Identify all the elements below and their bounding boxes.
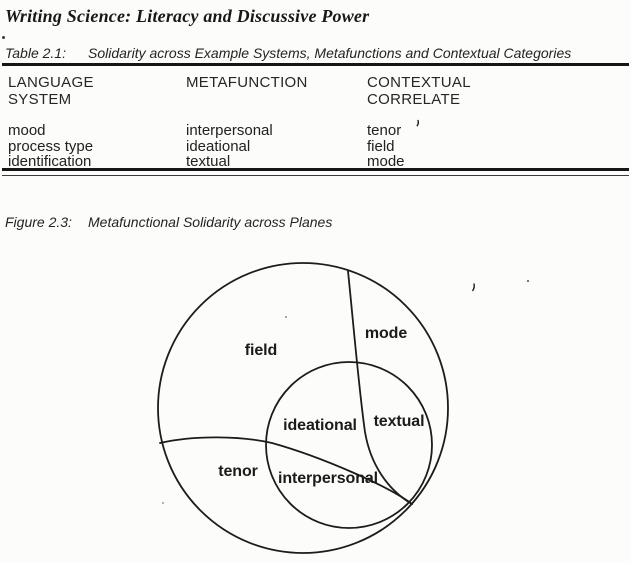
- table-caption: Table 2.1: Solidarity across Example Syst…: [5, 44, 571, 62]
- metafunction-inner-circle: [265, 361, 433, 529]
- table-cell: interpersonal: [186, 122, 273, 139]
- mode-divider-curve: [347, 270, 413, 505]
- table-column-contextual-correlate: CONTEXTUAL CORRELATE tenor field mode: [367, 74, 542, 170]
- column-header: CONTEXTUAL CORRELATE: [367, 74, 471, 108]
- table-cell: mood: [8, 122, 46, 139]
- context-outer-circle: [157, 262, 449, 554]
- table-bottom-rule-thick: [2, 168, 629, 171]
- stray-speck: [285, 316, 287, 318]
- running-head: Writing Science: Literacy and Discussive…: [5, 6, 370, 26]
- table-cell: tenor: [367, 122, 402, 139]
- table-bottom-rule-thin: [2, 175, 629, 176]
- stray-speck: [527, 280, 529, 282]
- stray-tick-mark: [472, 283, 475, 292]
- table-cell: textual: [186, 153, 231, 170]
- column-header: LANGUAGE SYSTEM: [8, 74, 94, 108]
- table-column-language-system: LANGUAGE SYSTEM mood process type identi…: [8, 74, 183, 170]
- venn-label-textual: textual: [373, 413, 425, 430]
- table-cell: identification: [8, 153, 92, 170]
- figure-caption-label: Figure 2.3:: [5, 214, 72, 230]
- venn-label-mode: mode: [364, 325, 408, 342]
- tenor-divider-curve: [159, 436, 413, 505]
- table-cell: field: [367, 137, 395, 155]
- table-cell: mode: [367, 153, 405, 170]
- table-cell: process type: [8, 137, 94, 155]
- figure-caption: Figure 2.3: Metafunctional Solidarity acr…: [5, 213, 332, 231]
- stray-speck: [162, 502, 164, 504]
- venn-label-ideational: ideational: [283, 417, 357, 434]
- venn-label-field: field: [244, 342, 278, 359]
- figure-caption-text: Metafunctional Solidarity across Planes: [88, 214, 333, 230]
- table-top-rule: [2, 63, 629, 66]
- table-caption-text: Solidarity across Example Systems, Metaf…: [88, 45, 572, 61]
- column-header: METAFUNCTION: [186, 74, 308, 91]
- table-cell: ideational: [186, 137, 251, 155]
- venn-label-interpersonal: interpersonal: [277, 470, 379, 487]
- table-caption-label: Table 2.1:: [5, 45, 66, 61]
- stray-speck: [2, 36, 5, 39]
- stray-tick-mark: [416, 119, 420, 127]
- table-column-metafunction: METAFUNCTION interpersonal ideational te…: [186, 74, 361, 170]
- venn-label-tenor: tenor: [218, 463, 258, 480]
